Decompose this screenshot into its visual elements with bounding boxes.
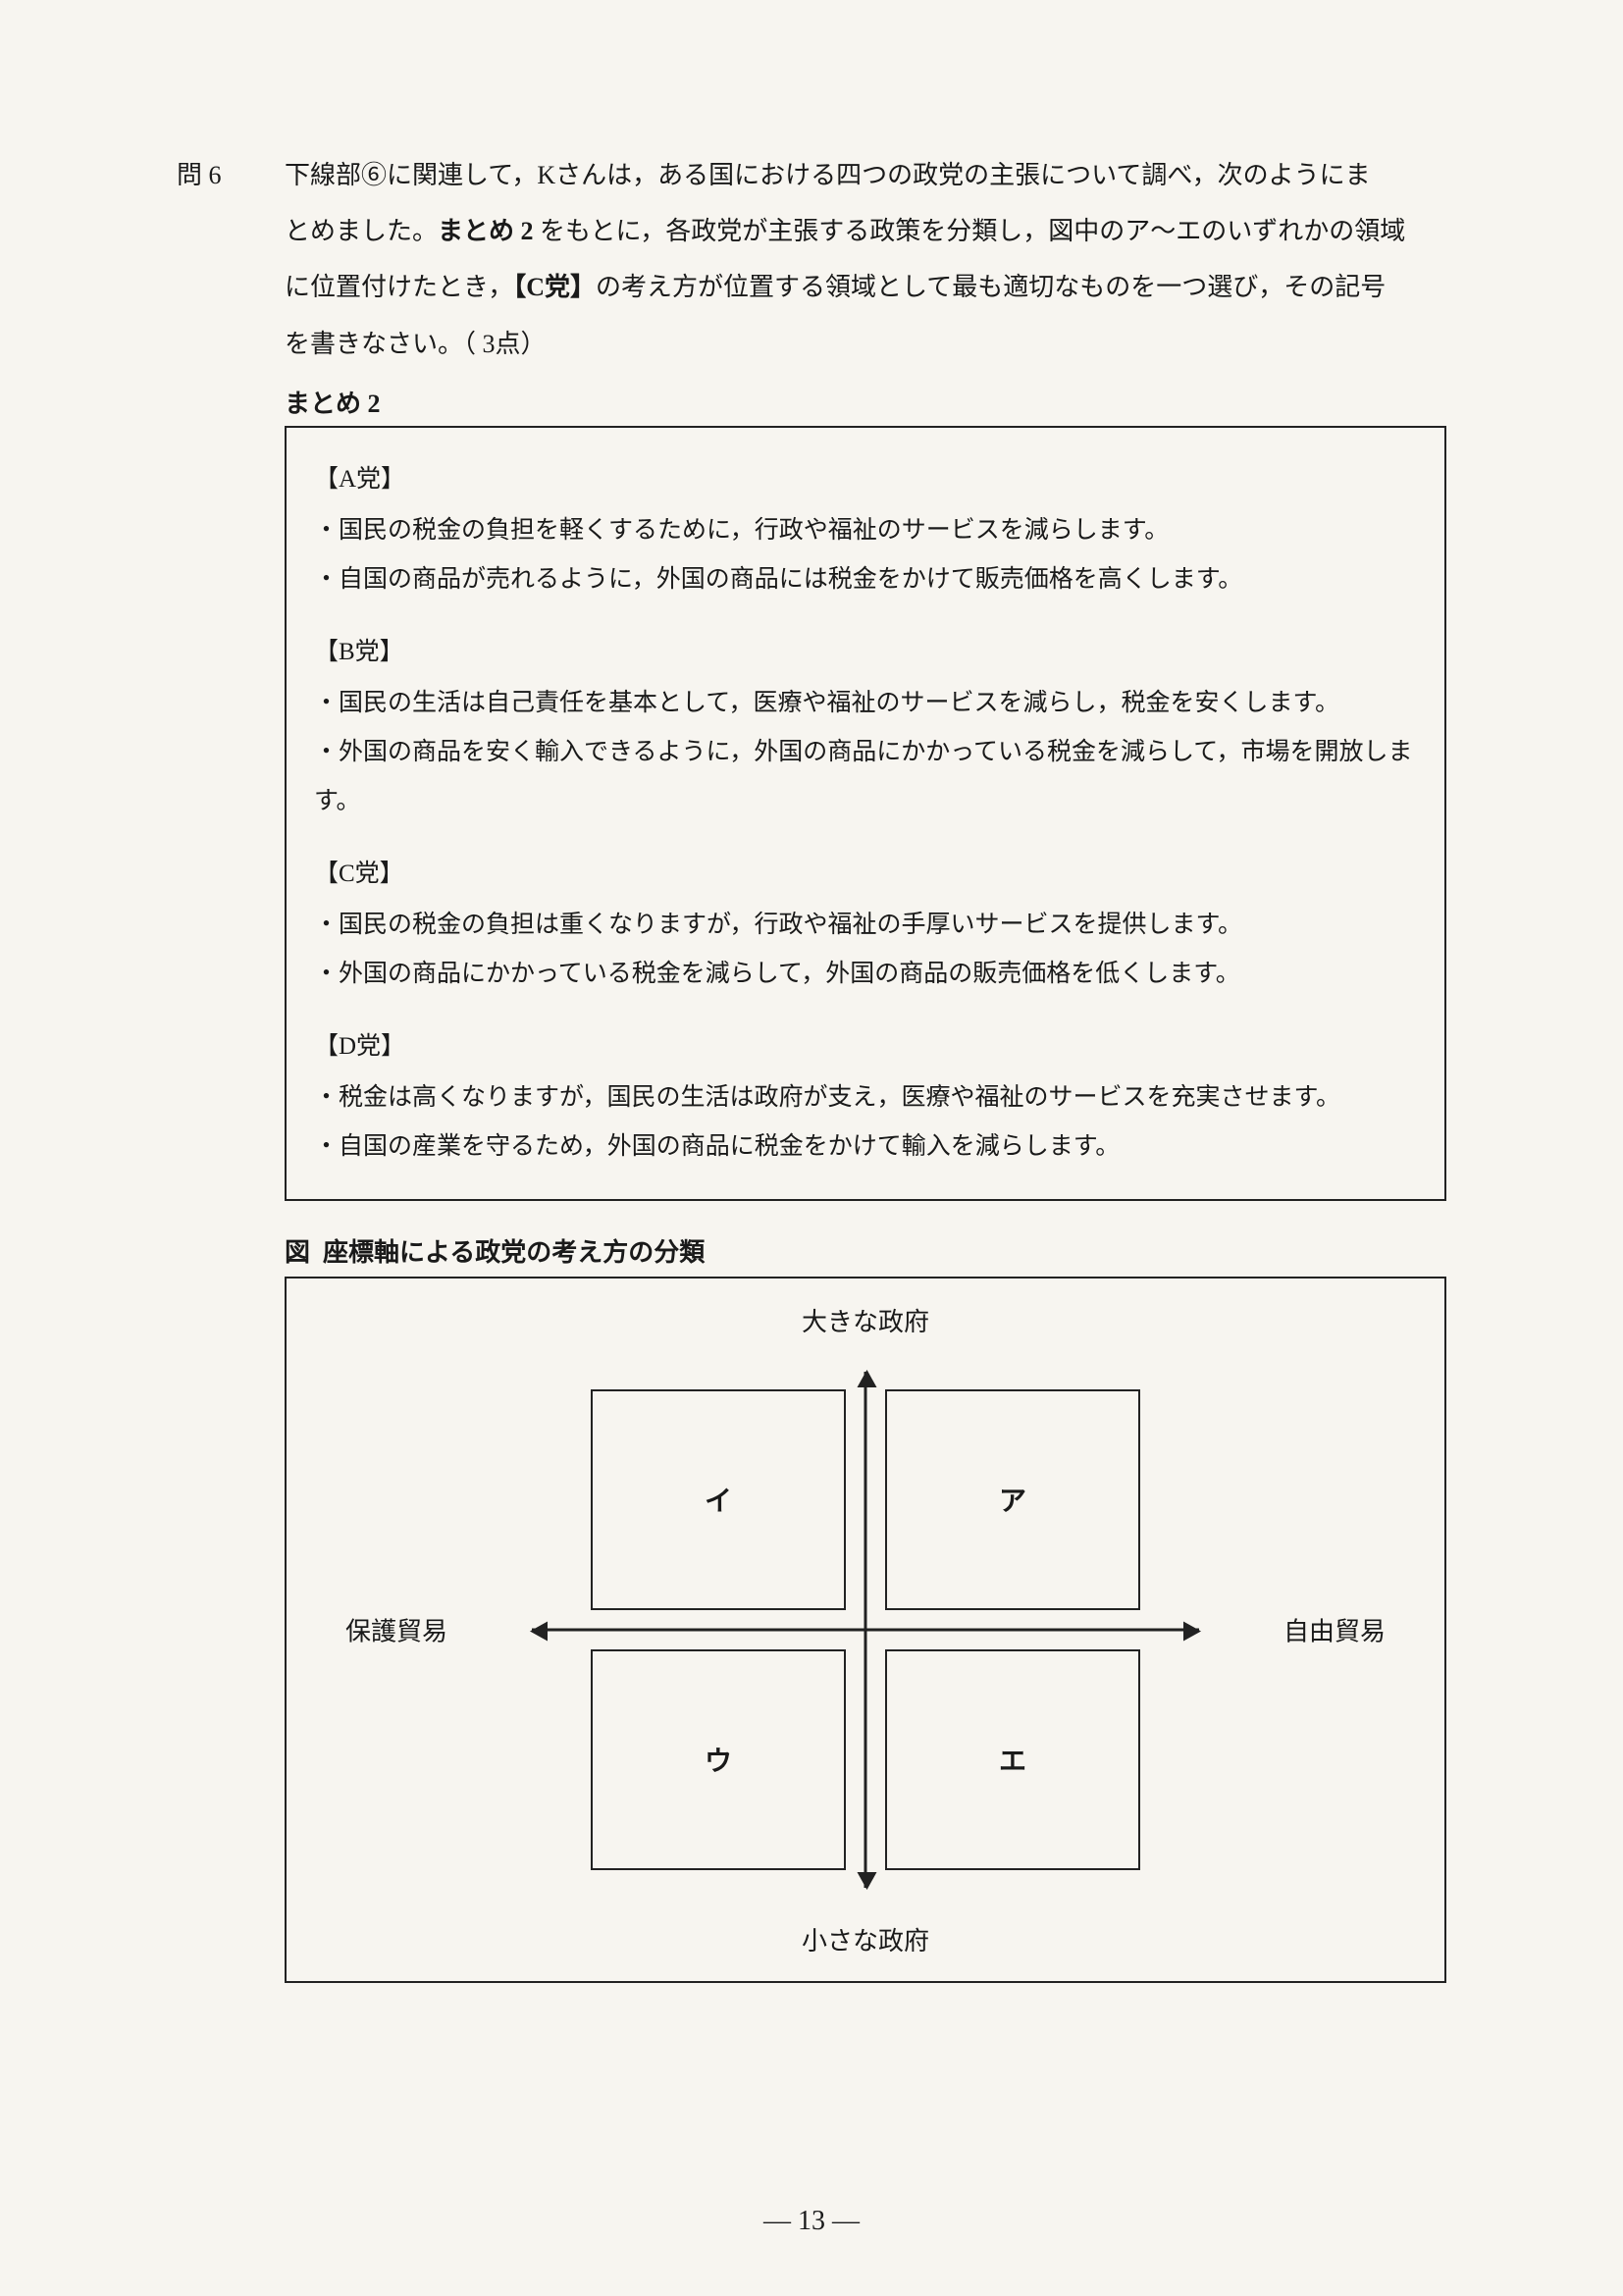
quadrant-figure: 大きな政府 小さな政府 保護貿易 自由貿易 イ ア ウ エ [285,1277,1446,1983]
question-line3a: に位置付けたとき， [285,273,513,301]
question-line1: 下線部⑥に関連して，Kさんは，ある国における四つの政党の主張について調べ，次のよ… [285,161,1371,189]
axis-label-top: 大きな政府 [802,1302,929,1338]
matome-2-label: まとめ 2 [285,384,1446,420]
axis-label-left: 保護貿易 [345,1611,447,1647]
question-matome-ref: まとめ 2 [438,217,534,245]
question-line4: を書きなさい。（ 3点） [285,330,547,358]
question-line2b: をもとに，各政党が主張する政策を分類し，図中のア〜エのいずれかの領域 [534,217,1406,245]
axis-label-bottom: 小さな政府 [802,1921,929,1957]
party-d-bullet-2: ・自国の産業を守るため，外国の商品に税金をかけて輸入を減らします。 [314,1122,1417,1172]
quadrant-container: イ ア ウ エ [591,1389,1140,1870]
party-c-head: 【C党】 [314,850,1417,899]
party-a-bullet-1: ・国民の税金の負担を軽くするために，行政や福祉のサービスを減らします。 [314,506,1417,555]
axis-label-right: 自由貿易 [1283,1611,1386,1647]
party-c-bullet-2: ・外国の商品にかかっている税金を減らして，外国の商品の販売価格を低くします。 [314,950,1417,999]
question-6: 問 6下線部⑥に関連して，Kさんは，ある国における四つの政党の主張について調べ，… [177,147,1446,372]
party-a-head: 【A党】 [314,455,1417,504]
vertical-axis-arrow [864,1372,867,1888]
question-body: とめました。まとめ 2 をもとに，各政党が主張する政策を分類し，図中のア〜エのい… [285,203,1446,372]
figure-label: 図 座標軸による政党の考え方の分類 [285,1232,1446,1269]
matome-2-box: 【A党】 ・国民の税金の負担を軽くするために，行政や福祉のサービスを減らします。… [285,426,1446,1201]
quadrant-bottom-right: エ [885,1649,1140,1870]
question-line2a: とめました。 [285,217,438,245]
quadrant-bottom-left: ウ [591,1649,846,1870]
party-c-bullet-1: ・国民の税金の負担は重くなりますが，行政や福祉の手厚いサービスを提供します。 [314,901,1417,950]
question-label: 問 6 [177,147,285,203]
exam-page: 問 6下線部⑥に関連して，Kさんは，ある国における四つの政党の主張について調べ，… [0,0,1623,2296]
party-b-bullet-2: ・外国の商品を安く輸入できるように，外国の商品にかかっている税金を減らして，市場… [314,728,1417,826]
figure-title: 座標軸による政党の考え方の分類 [323,1238,705,1267]
party-d-bullet-1: ・税金は高くなりますが，国民の生活は政府が支え，医療や福祉のサービスを充実させま… [314,1073,1417,1122]
quadrant-top-left: イ [591,1389,846,1610]
question-c-party-ref: 【C党】 [513,273,596,301]
page-number: — 13 — [763,2206,860,2237]
party-b-bullet-1: ・国民の生活は自己責任を基本として，医療や福祉のサービスを減らし，税金を安くしま… [314,679,1417,728]
party-a-bullet-2: ・自国の商品が売れるように，外国の商品には税金をかけて販売価格を高くします。 [314,555,1417,604]
quadrant-top-right: ア [885,1389,1140,1610]
party-d-head: 【D党】 [314,1022,1417,1071]
question-line3b: の考え方が位置する領域として最も適切なものを一つ選び，その記号 [596,273,1386,301]
party-b-head: 【B党】 [314,628,1417,677]
figure-label-prefix: 図 [285,1238,310,1267]
